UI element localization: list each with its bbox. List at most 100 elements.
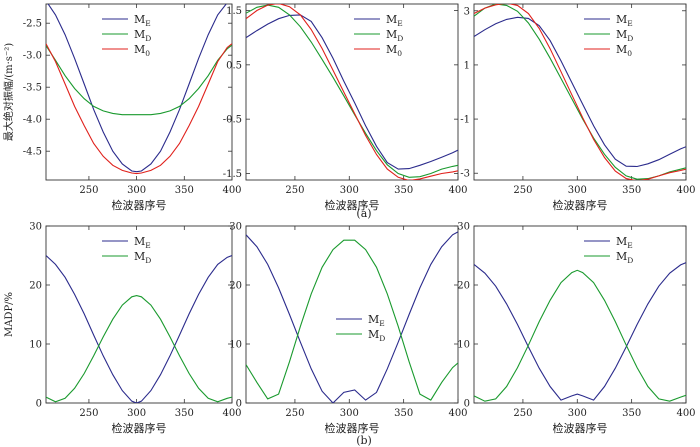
series-line-m0 xyxy=(46,43,232,175)
y-tick-label: -3.0 xyxy=(23,51,42,62)
legend-label-subscript: 0 xyxy=(145,49,150,58)
y-tick-label: 1.5 xyxy=(226,6,242,17)
x-tick-label: 300 xyxy=(340,408,359,419)
caption-row-a: (a) xyxy=(356,207,371,220)
legend-label-subscript: E xyxy=(145,19,150,28)
y-tick-label: 0 xyxy=(36,399,42,410)
legend-label-subscript: 0 xyxy=(627,49,632,58)
legend-label-m0: M0 xyxy=(616,43,632,58)
legend-label-subscript: E xyxy=(627,19,632,28)
legend-label-subscript: E xyxy=(379,319,384,328)
legend-label-me: ME xyxy=(134,13,151,28)
series-line-md xyxy=(246,239,458,401)
x-tick-label: 350 xyxy=(175,185,194,196)
series-line-md xyxy=(246,4,458,178)
y-tick-label: 1 xyxy=(464,60,470,71)
y-tick-label: 30 xyxy=(229,222,242,233)
x-tick-label: 400 xyxy=(448,185,467,196)
x-tick-label: 350 xyxy=(175,408,194,419)
legend-label-main: M xyxy=(134,235,145,248)
x-tick-label: 400 xyxy=(676,408,695,419)
y-tick-label: 20 xyxy=(457,281,470,292)
legend-label-subscript: D xyxy=(379,334,385,343)
y-tick-label: -4.0 xyxy=(23,115,42,126)
legend-label-subscript: 0 xyxy=(397,49,402,58)
series-line-md xyxy=(46,44,232,116)
x-tick-label: 300 xyxy=(568,185,587,196)
legend-label-main: M xyxy=(368,328,379,341)
legend-label-md: MD xyxy=(368,328,385,343)
x-axis-label: 检波器序号 xyxy=(553,421,608,435)
x-tick-label: 400 xyxy=(222,185,241,196)
y-tick-label: 10 xyxy=(29,340,42,351)
y-tick-label: -3.5 xyxy=(23,83,42,94)
series-line-m0 xyxy=(474,4,686,180)
legend-label-main: M xyxy=(386,28,397,41)
y-tick-label: -4.5 xyxy=(23,147,42,158)
y-axis-label: MADP/% xyxy=(4,292,15,337)
y-tick-label: -1.5 xyxy=(223,169,242,180)
legend-label-md: MD xyxy=(386,28,403,43)
legend-label-me: ME xyxy=(368,313,385,328)
plot-frame xyxy=(45,3,233,181)
legend-label-me: ME xyxy=(616,235,633,250)
legend-label-m0: M0 xyxy=(386,43,402,58)
series-line-me xyxy=(47,4,227,173)
x-tick-label: 400 xyxy=(222,408,241,419)
y-tick-label: -1 xyxy=(460,115,470,126)
y-tick-label: -3 xyxy=(460,169,470,180)
y-tick-label: 3 xyxy=(464,6,470,17)
x-axis-label: 检波器序号 xyxy=(112,198,167,212)
series-line-me xyxy=(46,254,232,403)
x-tick-label: 250 xyxy=(285,185,304,196)
y-tick-label: 20 xyxy=(29,281,42,292)
y-tick-label: 10 xyxy=(229,340,242,351)
plot-frame xyxy=(473,3,687,181)
y-tick-label: 30 xyxy=(29,222,42,233)
plot-frame xyxy=(245,3,459,181)
x-tick-label: 400 xyxy=(676,185,695,196)
y-tick-label: -0.5 xyxy=(223,115,242,126)
y-axis-label: 最大绝对振幅/(m·s⁻²) xyxy=(2,43,15,141)
legend-label-me: ME xyxy=(616,13,633,28)
x-tick-label: 250 xyxy=(513,408,532,419)
legend-label-subscript: E xyxy=(627,241,632,250)
legend-label-main: M xyxy=(368,313,379,326)
series-line-me xyxy=(246,14,458,170)
legend-label-md: MD xyxy=(616,28,633,43)
y-tick-label: 20 xyxy=(229,281,242,292)
plot-frame xyxy=(245,225,459,404)
legend-label-main: M xyxy=(616,13,627,26)
x-tick-label: 250 xyxy=(79,185,98,196)
legend-label-subscript: D xyxy=(397,34,403,43)
legend-label-subscript: D xyxy=(145,256,151,265)
legend-label-main: M xyxy=(386,13,397,26)
legend-label-md: MD xyxy=(134,28,151,43)
legend-label-subscript: D xyxy=(627,34,633,43)
x-tick-label: 250 xyxy=(285,408,304,419)
series-line-md xyxy=(46,295,232,403)
legend-label-md: MD xyxy=(134,250,151,265)
legend-label-main: M xyxy=(134,28,145,41)
y-tick-label: 10 xyxy=(457,340,470,351)
legend-label-subscript: E xyxy=(397,19,402,28)
x-axis-label: 检波器序号 xyxy=(112,421,167,435)
legend-label-main: M xyxy=(134,13,145,26)
legend-label-main: M xyxy=(134,43,145,56)
y-tick-label: -2.5 xyxy=(23,19,42,30)
legend-label-main: M xyxy=(616,28,627,41)
x-tick-label: 250 xyxy=(79,408,98,419)
series-line-me xyxy=(474,262,686,401)
series-line-m0 xyxy=(246,4,458,180)
legend-label-me: ME xyxy=(134,235,151,250)
legend-label-main: M xyxy=(134,250,145,263)
legend-label-main: M xyxy=(616,235,627,248)
plot-frame xyxy=(473,225,687,404)
legend-label-main: M xyxy=(386,43,397,56)
x-tick-label: 350 xyxy=(394,185,413,196)
legend-label-subscript: D xyxy=(627,256,633,265)
y-tick-label: 0.5 xyxy=(226,60,242,71)
